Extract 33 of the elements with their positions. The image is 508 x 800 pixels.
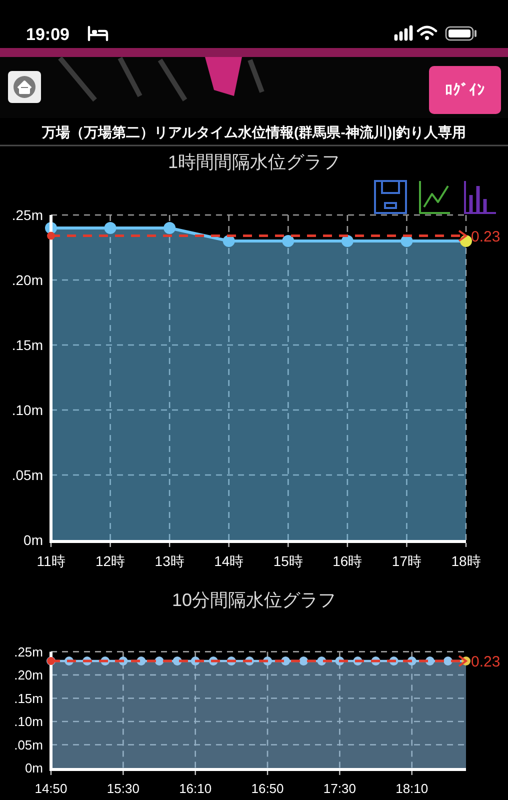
y-tick-label: .25m bbox=[12, 207, 43, 224]
y-tick-label: .05m bbox=[14, 737, 43, 752]
x-tick-label: 18時 bbox=[451, 553, 481, 569]
x-tick-label: 12時 bbox=[96, 553, 126, 569]
y-tick-label: 0m bbox=[24, 532, 43, 548]
y-tick-label: .10m bbox=[14, 714, 43, 730]
y-tick-label: .15m bbox=[14, 690, 43, 706]
y-tick-label: .20m bbox=[14, 668, 43, 683]
y-tick-label: .25m bbox=[14, 644, 43, 660]
y-tick-label: .15m bbox=[12, 337, 43, 354]
x-tick-label: 18:10 bbox=[396, 781, 428, 796]
chart-title: 1時間間隔水位グラフ bbox=[168, 152, 340, 172]
y-tick-label: 0m bbox=[24, 760, 43, 776]
ref-label: 0.23 bbox=[471, 228, 500, 246]
x-tick-label: 16時 bbox=[332, 553, 362, 569]
y-tick-label: .05m bbox=[12, 467, 43, 484]
y-tick-label: .10m bbox=[12, 402, 43, 418]
x-tick-label: 17時 bbox=[392, 553, 422, 569]
x-tick-label: 13時 bbox=[154, 553, 184, 569]
ref-label: 0.23 bbox=[471, 654, 500, 670]
y-tick-label: .20m bbox=[12, 272, 43, 288]
x-tick-label: 15時 bbox=[273, 553, 303, 569]
annotation: 万場（万場第二）リアルタイム水位情報(群馬県-神流川)|釣り人専用 bbox=[42, 124, 466, 140]
x-tick-label: 15:30 bbox=[106, 781, 140, 796]
annotation: ﾛｸﾞｲﾝ bbox=[445, 82, 485, 99]
x-tick-label: 16:50 bbox=[251, 781, 284, 796]
x-tick-label: 16:10 bbox=[179, 781, 212, 796]
annotation: 19:09 bbox=[26, 25, 70, 44]
x-tick-label: 14時 bbox=[214, 553, 244, 569]
x-tick-label: 17:30 bbox=[323, 781, 356, 796]
x-tick-label: 11時 bbox=[36, 553, 66, 569]
chart-title: 10分間隔水位グラフ bbox=[172, 590, 336, 610]
x-tick-label: 14:50 bbox=[34, 781, 68, 796]
